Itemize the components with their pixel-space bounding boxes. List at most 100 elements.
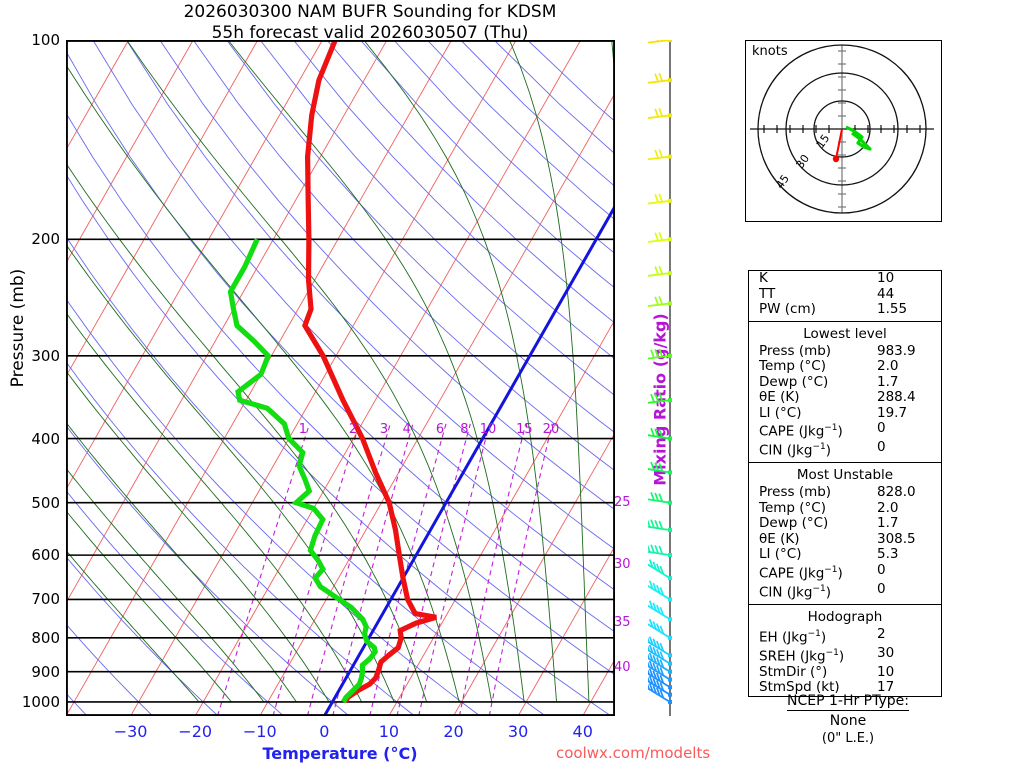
most-unstable-value: 828.0 xyxy=(877,484,916,500)
stability-index-row: K 10 xyxy=(749,270,941,287)
stability-index-key: K xyxy=(759,270,768,286)
lowest-level-value: 0 xyxy=(877,439,886,455)
lowest-level-key: Temp (°C) xyxy=(759,358,826,374)
most-unstable-group: Press (mb) 828.0 Temp (°C) 2.0 Dewp (°C) 1.7 θ… xyxy=(749,484,941,601)
most-unstable-value: 0 xyxy=(877,580,886,597)
mixing-ratio-label-8: 8 xyxy=(460,421,469,437)
pressure-tick-300: 300 xyxy=(31,346,60,365)
stability-index-key: PW (cm) xyxy=(759,301,816,317)
temp-tick-40: 40 xyxy=(572,722,593,741)
hodograph-stat-row: EH (Jkg−1) 2 xyxy=(749,625,941,646)
most-unstable-key: LI (°C) xyxy=(759,546,802,562)
watermark: coolwx.com/modelts xyxy=(556,744,711,762)
pressure-tick-200: 200 xyxy=(31,230,60,249)
lowest-level-value: 983.9 xyxy=(877,342,916,359)
most-unstable-value: 308.5 xyxy=(877,530,916,547)
lowest-level-key: LI (°C) xyxy=(759,404,802,421)
most-unstable-value: 1.7 xyxy=(877,515,899,531)
most-unstable-row: CAPE (Jkg−1) 0 xyxy=(749,561,941,582)
hodograph-stats-group: EH (Jkg−1) 2 SREH (Jkg−1) 30 StmDir (°) 10 Stm… xyxy=(749,625,941,696)
lowest-level-key: CAPE (Jkg−1) xyxy=(759,423,843,440)
title-line-2: 55h forecast valid 2026030507 (Thu) xyxy=(211,23,529,43)
hodograph-stat-value: 2 xyxy=(877,625,886,642)
mixing-ratio-label-2: 2 xyxy=(348,421,358,437)
most-unstable-value: 2.0 xyxy=(877,499,899,516)
stability-index-key: TT xyxy=(759,285,776,302)
stability-index-value: 44 xyxy=(877,285,895,302)
lowest-level-key: CIN (Jkg−1) xyxy=(759,442,831,459)
mixing-ratio-label-4: 4 xyxy=(402,421,411,437)
hodograph-stats-heading: Hodograph xyxy=(807,608,883,625)
pressure-tick-700: 700 xyxy=(31,590,60,609)
most-unstable-key: CIN (Jkg−1) xyxy=(759,583,831,600)
svg-text:45: 45 xyxy=(773,172,792,191)
lowest-level-key: Dewp (°C) xyxy=(759,373,829,390)
height-tick-25: 25 xyxy=(614,495,631,510)
lowest-level-group: Press (mb) 983.9 Temp (°C) 2.0 Dewp (°C) 1.7 θ… xyxy=(749,342,941,460)
temp-tick-30: 30 xyxy=(507,722,529,741)
most-unstable-row: θE (K) 308.5 xyxy=(749,530,941,548)
stability-index-row: PW (cm) 1.55 xyxy=(749,301,941,318)
stability-index-value: 10 xyxy=(877,270,895,286)
skewt-diagram xyxy=(66,40,615,716)
pressure-tick-100: 100 xyxy=(31,31,60,49)
mixing-ratio-label-6: 6 xyxy=(435,421,445,437)
most-unstable-row: Dewp (°C) 1.7 xyxy=(749,515,941,532)
lowest-level-value: 19.7 xyxy=(877,404,908,421)
hodograph-stat-row: SREH (Jkg−1) 30 xyxy=(749,644,941,665)
temp-tick-20: 20 xyxy=(443,722,464,741)
divider xyxy=(749,603,941,605)
lowest-level-key: θE (K) xyxy=(759,389,800,405)
pressure-tick-600: 600 xyxy=(31,546,60,565)
lowest-level-value: 288.4 xyxy=(877,389,916,405)
pressure-tick-400: 400 xyxy=(31,429,60,448)
lowest-level-row: Temp (°C) 2.0 xyxy=(749,358,941,375)
pressure-tick-900: 900 xyxy=(31,662,60,681)
mixing-ratio-label-3: 3 xyxy=(379,421,389,437)
most-unstable-key: CAPE (Jkg−1) xyxy=(759,564,843,581)
hodograph-stat-row: StmSpd (kt) 17 xyxy=(749,679,941,696)
mixing-ratio-label-15: 15 xyxy=(516,421,533,437)
height-tick-30: 30 xyxy=(614,557,631,572)
lowest-level-row: LI (°C) 19.7 xyxy=(749,404,941,422)
wind-barb-column xyxy=(648,40,708,716)
most-unstable-key: Temp (°C) xyxy=(759,499,826,516)
most-unstable-row: Press (mb) 828.0 xyxy=(749,484,941,501)
hodograph-stat-value: 10 xyxy=(877,663,895,680)
mixing-ratio-label-20: 20 xyxy=(542,421,560,437)
svg-text:30: 30 xyxy=(793,152,812,171)
temp-tick-10: 10 xyxy=(378,722,400,741)
ptype-amount: (0" L.E.) xyxy=(821,731,875,746)
temp-tick--20: −20 xyxy=(178,722,213,741)
lowest-level-row: CAPE (Jkg−1) 0 xyxy=(749,420,941,440)
lowest-level-row: Press (mb) 983.9 xyxy=(749,342,941,360)
indices-panel: K 10 TT 44 PW (cm) 1.55 Lowest level Press (m… xyxy=(748,270,942,697)
most-unstable-row: LI (°C) 5.3 xyxy=(749,546,941,563)
most-unstable-row: Temp (°C) 2.0 xyxy=(749,499,941,517)
stability-index-value: 1.55 xyxy=(877,301,908,317)
divider xyxy=(749,320,941,322)
hodograph-units-label: knots xyxy=(752,44,788,59)
height-tick-40: 40 xyxy=(614,660,631,675)
lowest-level-key: Press (mb) xyxy=(759,342,832,359)
lowest-level-value: 1.7 xyxy=(877,373,899,390)
mixing-ratio-label-1: 1 xyxy=(298,421,308,437)
most-unstable-value: 0 xyxy=(877,561,886,578)
most-unstable-value: 5.3 xyxy=(877,546,899,562)
most-unstable-key: θE (K) xyxy=(759,530,800,547)
page-title: 2026030300 NAM BUFR Sounding for KDSM 55… xyxy=(0,2,740,44)
temperature-axis-label: Temperature (°C) xyxy=(262,744,418,763)
ptype-value: None xyxy=(829,713,867,729)
title-line-1: 2026030300 NAM BUFR Sounding for KDSM xyxy=(183,2,557,22)
lowest-level-row: Dewp (°C) 1.7 xyxy=(749,373,941,391)
lowest-level-value: 0 xyxy=(877,420,886,436)
pressure-axis-label: Pressure (mb) xyxy=(8,268,28,388)
ptype-panel: NCEP 1-Hr PType: None (0" L.E.) xyxy=(748,690,948,746)
hodograph-stat-row: StmDir (°) 10 xyxy=(749,663,941,681)
hodograph-stat-key: StmSpd (kt) xyxy=(759,679,840,695)
mixing-ratio-label-10: 10 xyxy=(479,421,497,437)
height-tick-35: 35 xyxy=(614,615,631,630)
hodograph-stat-value: 30 xyxy=(877,644,895,661)
temp-tick--10: −10 xyxy=(242,722,277,741)
hodograph-stat-key: SREH (Jkg−1) xyxy=(759,647,845,664)
